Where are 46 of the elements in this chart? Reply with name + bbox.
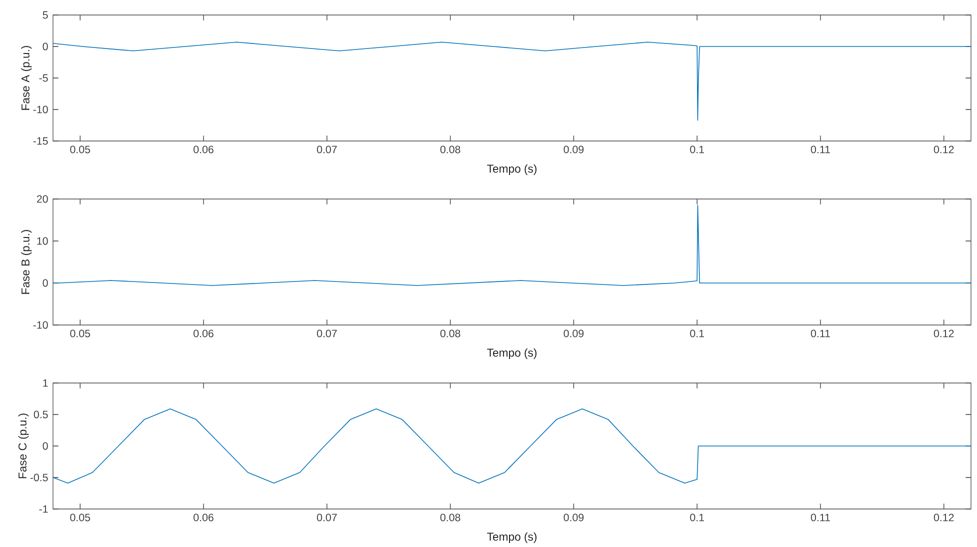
y-tick-label: -0.5 [30, 474, 48, 482]
x-tick-label: 0.11 [810, 514, 830, 522]
x-tick-label: 0.05 [70, 514, 90, 522]
y-tick-label: 1 [43, 379, 48, 387]
x-tick-label: 0.08 [440, 330, 460, 338]
line-series [53, 42, 972, 121]
x-tick-label: 0.06 [194, 330, 214, 338]
y-tick-label: 20 [36, 195, 48, 203]
x-axis-title: Tempo (s) [487, 348, 536, 359]
x-tick-label: 0.11 [810, 330, 830, 338]
x-tick-label: 0.12 [934, 330, 954, 338]
line-series [53, 408, 972, 484]
x-axis-title: Tempo (s) [487, 164, 536, 175]
x-tick-label: 0.07 [316, 330, 337, 338]
y-tick-label: -10 [33, 106, 48, 114]
x-tick-label: 0.09 [564, 146, 584, 154]
y-tick-label: -10 [33, 321, 48, 329]
x-tick-label: 0.09 [564, 514, 584, 522]
x-tick-label: 0.1 [690, 514, 704, 522]
x-tick-label: 0.12 [934, 514, 954, 522]
y-tick-label: 10 [37, 237, 48, 245]
y-axis-title: Fase B (p.u.) [21, 230, 32, 294]
y-tick-label: 5 [42, 11, 48, 19]
x-tick-label: 0.06 [194, 146, 214, 154]
x-tick-label: 0.08 [440, 514, 460, 522]
y-tick-label: -5 [39, 74, 48, 82]
y-axis-title: Fase A (p.u.) [21, 46, 32, 110]
x-tick-label: 0.08 [440, 146, 460, 154]
x-tick-label: 0.05 [70, 330, 90, 338]
y-axis-title: Fase C (p.u.) [18, 414, 29, 478]
y-tick-label: 0 [42, 279, 48, 287]
x-tick-label: 0.06 [194, 514, 214, 522]
y-tick-label: 0 [42, 442, 48, 450]
x-tick-label: 0.07 [316, 514, 337, 522]
x-tick-label: 0.11 [810, 146, 830, 154]
y-tick-label: 0.5 [34, 410, 48, 418]
x-axis-title: Tempo (s) [487, 532, 536, 543]
x-tick-label: 0.1 [690, 146, 704, 154]
x-tick-label: 0.05 [70, 146, 90, 154]
y-tick-label: -15 [33, 137, 48, 145]
x-tick-label: 0.07 [316, 146, 337, 154]
y-tick-label: -1 [39, 505, 48, 513]
y-tick-label: 0 [42, 42, 48, 50]
x-tick-label: 0.12 [934, 146, 954, 154]
x-tick-label: 0.1 [690, 330, 704, 338]
x-tick-label: 0.09 [564, 330, 584, 338]
